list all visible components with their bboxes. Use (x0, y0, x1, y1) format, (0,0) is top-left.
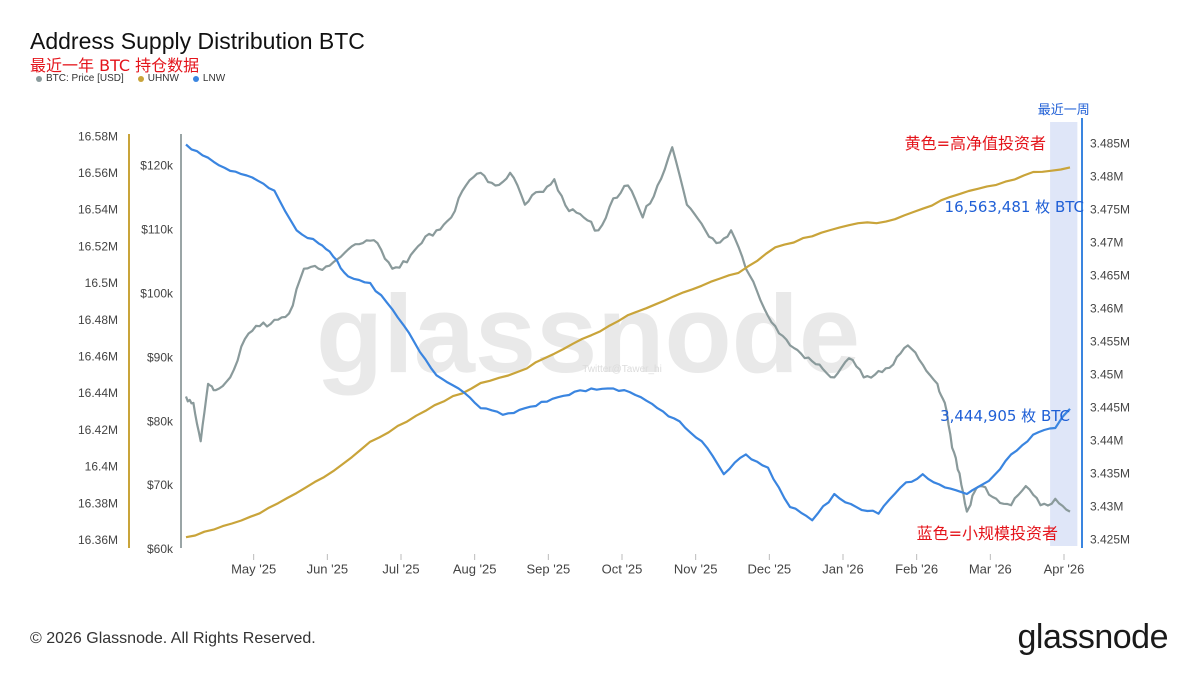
series-line-price[interactable] (184, 146, 1071, 513)
tick-label-uhnw: 16.5M (85, 276, 118, 290)
axis-ticks-lnw: 3.485M 3.48M 3.475M 3.47M 3.465M 3.46M 3.455M 3… (1090, 137, 1130, 547)
legend-item-uhnw[interactable]: UHNW (137, 73, 179, 84)
tick-label-uhnw: 16.38M (78, 496, 118, 510)
legend: BTC: Price [USD] UHNW LNW (36, 73, 225, 84)
axis-ticks-price: $120k $110k $100k $90k $80k $70k $60k (140, 159, 174, 557)
tick-label-price: $90k (147, 350, 174, 364)
tick-label-uhnw: 16.54M (78, 203, 118, 217)
legend-item-lnw[interactable]: LNW (192, 73, 226, 84)
tick-label-uhnw: 16.58M (78, 129, 118, 143)
legend-dot-icon (36, 75, 42, 82)
tick-label-uhnw: 16.46M (78, 350, 118, 364)
tick-label-uhnw: 16.44M (78, 386, 118, 400)
annotation-lnw-label: 蓝色=小规模投资者 (917, 524, 1058, 543)
tick-label-lnw: 3.425M (1090, 532, 1130, 546)
tick-label-lnw: 3.47M (1090, 236, 1123, 250)
tick-label-uhnw: 16.36M (78, 533, 118, 547)
tick-label-price: $120k (140, 159, 174, 173)
tick-label-x: Aug '25 (453, 561, 497, 576)
tick-label-x: Jan '26 (822, 561, 864, 576)
tick-label-lnw: 3.435M (1090, 466, 1130, 480)
annotation-lnw-value: 3,444,905 枚 BTC (940, 407, 1070, 425)
tick-label-lnw: 3.455M (1090, 334, 1130, 348)
axis-ticks-uhnw: 16.58M 16.56M 16.54M 16.52M 16.5M 16.48M 16.46… (78, 129, 118, 547)
tick-label-lnw: 3.485M (1090, 137, 1130, 151)
tick-label-price: $80k (147, 414, 174, 428)
annotation-uhnw-label: 黄色=高净值投资者 (905, 134, 1046, 153)
tick-label-x: Feb '26 (895, 561, 938, 576)
watermark: glassnode (316, 273, 860, 396)
tick-label-lnw: 3.44M (1090, 433, 1123, 447)
axis-ticks-x: May '25 Jun '25 Jul '25 Aug '25 Sep '25 Oct '… (231, 554, 1084, 576)
tick-label-x: Dec '25 (747, 561, 791, 576)
tick-label-price: $70k (147, 478, 174, 492)
tick-label-lnw: 3.46M (1090, 302, 1123, 316)
tick-label-lnw: 3.475M (1090, 203, 1130, 217)
page-subtitle: 最近一年 BTC 持仓数据 (30, 56, 200, 75)
legend-dot-icon (192, 75, 199, 82)
series-line-lnw[interactable] (185, 143, 1071, 522)
series-line-uhnw[interactable] (185, 166, 1071, 539)
legend-item-price[interactable]: BTC: Price [USD] (36, 73, 124, 84)
tick-label-lnw: 3.45M (1090, 367, 1123, 381)
tick-label-lnw: 3.43M (1090, 499, 1123, 513)
tick-label-lnw: 3.445M (1090, 400, 1130, 414)
legend-label-uhnw: UHNW (147, 73, 179, 84)
tick-label-price: $60k (147, 542, 174, 556)
tick-label-x: Jun '25 (307, 561, 349, 576)
tick-label-x: Jul '25 (382, 561, 419, 576)
tick-label-lnw: 3.48M (1090, 170, 1123, 184)
tick-label-uhnw: 16.42M (78, 423, 118, 437)
tick-label-x: May '25 (231, 561, 276, 576)
tick-label-price: $100k (140, 286, 174, 300)
tick-label-uhnw: 16.52M (78, 239, 118, 253)
tick-label-x: Mar '26 (969, 561, 1012, 576)
brand-logo[interactable]: glassnode (1017, 618, 1168, 656)
copyright-footer: © 2026 Glassnode. All Rights Reserved. (30, 630, 316, 647)
tick-label-x: Oct '25 (602, 561, 643, 576)
highlight-label: 最近一周 (1038, 103, 1090, 118)
tick-label-uhnw: 16.48M (78, 313, 118, 327)
tick-label-uhnw: 16.56M (78, 166, 118, 180)
annotation-uhnw-value: 16,563,481 枚 BTC (945, 198, 1084, 216)
legend-label-price: BTC: Price [USD] (46, 73, 124, 84)
tick-label-x: Sep '25 (526, 561, 570, 576)
tick-label-lnw: 3.465M (1090, 269, 1130, 283)
chart[interactable]: 最近一周 glassnode Twitter@Tawer_hi 16.58M16… (0, 0, 1200, 610)
tick-label-x: Apr '26 (1044, 561, 1085, 576)
page-title: Address Supply Distribution BTC (30, 28, 365, 54)
tick-label-uhnw: 16.4M (85, 460, 118, 474)
tick-label-price: $110k (141, 222, 174, 236)
legend-label-lnw: LNW (202, 73, 226, 84)
tick-label-x: Nov '25 (674, 561, 718, 576)
legend-dot-icon (137, 75, 144, 82)
highlight-band (1050, 122, 1078, 546)
watermark-sub: Twitter@Tawer_hi (582, 364, 662, 375)
